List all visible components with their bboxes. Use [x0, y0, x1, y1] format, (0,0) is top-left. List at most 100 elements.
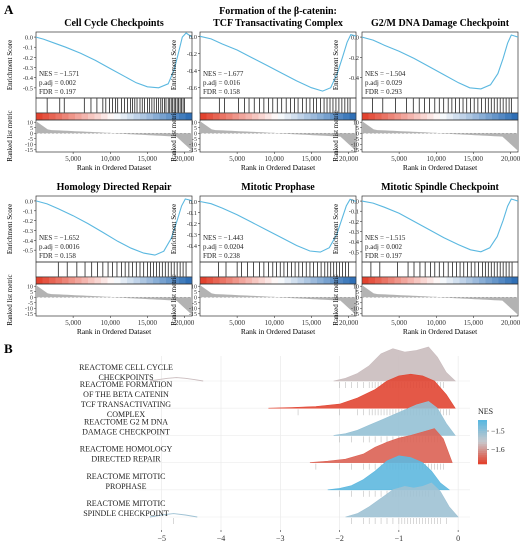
rank-color-segment — [362, 277, 369, 284]
panel-title: Homology Directed Repair — [57, 182, 172, 193]
rank-color-segment — [498, 277, 506, 284]
rank-color-segment — [394, 277, 402, 284]
rank-color-segment — [284, 277, 292, 284]
gsea-panel-5: Mitotic Prophase 0.0 -0.1 -0.2 -0.3 -0.4 Enric… — [170, 182, 359, 336]
rank-color-segment — [317, 277, 324, 284]
x-axis-label: Rank in Ordered Dataset — [77, 163, 152, 172]
pathway-label: PROPHASE — [106, 482, 147, 491]
es-curve — [361, 198, 519, 253]
rank-color-segment — [401, 277, 408, 284]
metric-tick-label: -15 — [189, 312, 197, 318]
rank-color-segment — [420, 113, 428, 120]
metric-tick-label: 5 — [356, 126, 359, 132]
rank-color-segment — [433, 113, 441, 120]
rank-color-segment — [459, 113, 467, 120]
ridge-x-tick-label: −1 — [395, 534, 404, 543]
ridge-x-tick-label: 0 — [456, 534, 460, 543]
metric-tick-label: 5 — [194, 290, 197, 296]
es-curve — [35, 32, 193, 89]
legend-gradient-segment — [478, 459, 487, 463]
density-tail — [149, 513, 198, 518]
density-ridge — [333, 346, 456, 382]
rank-color-segment — [213, 277, 220, 284]
gsea-panel-3: G2/M DNA Damage Checkpoint 0.0 -0.2 -0.4 Enr… — [332, 18, 521, 172]
rank-color-segment — [433, 277, 441, 284]
rank-color-segment — [120, 113, 128, 120]
x-axis-label: Rank in Ordered Dataset — [403, 163, 478, 172]
stat-text: p.adj = 0.0016 — [39, 243, 80, 251]
rank-color-segment — [140, 113, 147, 120]
legend-gradient-segment — [478, 422, 487, 425]
y-tick-label: -0.4 — [23, 75, 34, 82]
rank-color-segment — [166, 277, 173, 284]
rank-color-segment — [472, 277, 480, 284]
x-tick-label: 10,000 — [265, 319, 285, 327]
stat-text: FDR = 0.158 — [203, 88, 240, 96]
ranked-metric-area — [362, 121, 518, 151]
metric-tick-label: -5 — [192, 137, 197, 143]
x-tick-label: 10,000 — [101, 319, 121, 327]
stat-text: p.adj = 0.016 — [203, 79, 240, 87]
y-tick-label: 0.0 — [189, 199, 197, 206]
rank-color-segment — [159, 277, 167, 284]
stat-text: NES = −1.515 — [365, 234, 406, 242]
rank-color-segment — [81, 113, 89, 120]
y-tick-label: -0.4 — [187, 68, 198, 75]
es-axis-label: Enrichment Score — [170, 40, 178, 90]
metric-tick-label: -15 — [25, 312, 33, 318]
x-tick-label: 10,000 — [427, 319, 447, 327]
legend-gradient-segment — [478, 446, 487, 449]
rank-color-segment — [166, 113, 173, 120]
metric-axis-label: Ranked list metric — [332, 274, 340, 325]
rank-color-segment — [114, 277, 121, 284]
es-curve — [199, 198, 357, 253]
rank-color-segment — [49, 277, 56, 284]
x-axis-label: Rank in Ordered Dataset — [241, 163, 316, 172]
rank-color-segment — [213, 113, 220, 120]
y-tick-label: -0.6 — [187, 85, 198, 92]
metric-tick-label: -10 — [189, 142, 197, 148]
rank-color-segment — [179, 113, 186, 120]
pathway-label: COMPLEX — [107, 410, 145, 419]
x-tick-label: 15,000 — [302, 155, 322, 163]
rank-color-segment — [153, 113, 160, 120]
rank-color-segment — [49, 113, 56, 120]
y-tick-label: 0.0 — [189, 34, 197, 41]
es-axis-label: Enrichment Score — [332, 40, 340, 90]
metric-tick-label: 10 — [27, 284, 33, 290]
rank-color-segment — [226, 277, 233, 284]
ranked-metric-area — [36, 285, 192, 315]
rank-color-segment — [258, 113, 266, 120]
rank-color-segment — [185, 277, 193, 284]
rank-color-segment — [265, 113, 272, 120]
metric-tick-label: 10 — [191, 120, 197, 126]
rank-color-segment — [440, 113, 447, 120]
rank-color-segment — [284, 113, 292, 120]
legend-gradient-segment — [478, 461, 487, 465]
x-tick-label: 20,000 — [339, 155, 359, 163]
rank-color-segment — [278, 277, 285, 284]
es-curve — [361, 34, 519, 90]
rank-color-segment — [114, 113, 121, 120]
ridge-x-tick-label: −2 — [335, 534, 344, 543]
rank-color-segment — [200, 277, 207, 284]
rank-color-segment — [68, 113, 76, 120]
rank-color-segment — [36, 113, 43, 120]
rank-color-segment — [185, 113, 193, 120]
y-tick-label: -0.2 — [23, 55, 33, 62]
x-tick-label: 15,000 — [464, 155, 484, 163]
legend-label: −1.5 — [491, 427, 505, 436]
rank-color-segment — [485, 277, 493, 284]
rank-color-segment — [291, 277, 298, 284]
metric-tick-label: -5 — [192, 301, 197, 307]
y-tick-label: -0.1 — [187, 210, 197, 217]
rank-color-segment — [349, 113, 357, 120]
rank-color-segment — [101, 113, 108, 120]
metric-tick-label: -5 — [354, 137, 359, 143]
panel-b-label: B — [4, 341, 13, 356]
hits-frame — [361, 97, 519, 114]
legend-gradient-segment — [478, 442, 487, 445]
y-tick-label: -0.4 — [187, 243, 198, 250]
es-axis-label: Enrichment Score — [170, 204, 178, 254]
